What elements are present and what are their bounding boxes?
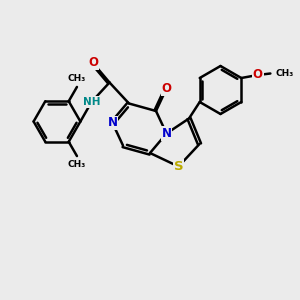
Text: S: S xyxy=(174,160,183,173)
Text: O: O xyxy=(253,68,263,82)
Text: CH₃: CH₃ xyxy=(68,74,86,83)
Text: O: O xyxy=(161,82,172,95)
Text: CH₃: CH₃ xyxy=(68,160,86,169)
Text: CH₃: CH₃ xyxy=(276,69,294,78)
Text: N: N xyxy=(161,127,172,140)
Text: NH: NH xyxy=(83,97,100,107)
Text: O: O xyxy=(88,56,98,70)
Text: N: N xyxy=(107,116,118,130)
